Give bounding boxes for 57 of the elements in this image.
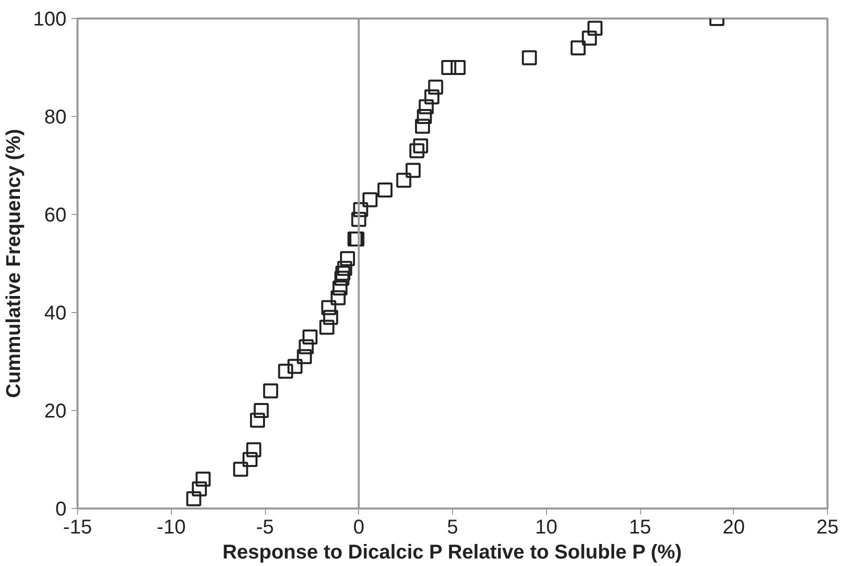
y-tick-label: 20 [44, 400, 67, 422]
point [413, 138, 428, 154]
point [302, 330, 318, 344]
point [186, 491, 202, 506]
x-axis-title: Response to Dicalcic P Relative to Soluble P (%) [222, 542, 682, 564]
y-tick-label: 40 [44, 302, 67, 324]
point [330, 290, 346, 306]
point [588, 20, 602, 36]
point [522, 50, 537, 66]
point [323, 310, 338, 325]
point [254, 403, 269, 418]
point [353, 202, 368, 218]
x-tick-label: 0 [353, 516, 364, 538]
point [424, 89, 440, 104]
point [441, 60, 456, 75]
y-tick-label: 100 [33, 8, 67, 30]
point [263, 383, 278, 398]
point [340, 251, 355, 266]
point [415, 118, 430, 134]
y-tick-label: 80 [44, 106, 67, 128]
point [418, 99, 434, 114]
x-tick-label: 5 [446, 516, 458, 538]
point [416, 109, 432, 124]
point [409, 143, 424, 158]
point [335, 266, 350, 281]
point [288, 358, 302, 374]
y-axis-title: Cummulative Frequency (%) [3, 129, 26, 398]
point [250, 412, 265, 428]
point [570, 40, 586, 56]
point [296, 349, 312, 364]
point [233, 462, 248, 477]
point [378, 182, 392, 198]
point [406, 162, 421, 178]
point [351, 212, 366, 227]
x-tick-label: -10 [156, 516, 186, 538]
y-tick-label: 60 [44, 204, 67, 226]
x-tick-label: -5 [256, 516, 274, 538]
point [582, 30, 597, 46]
x-tick-label: 10 [535, 516, 558, 538]
point [334, 270, 350, 286]
point [321, 300, 336, 316]
point [319, 320, 334, 335]
point [192, 481, 207, 496]
x-tick-label: 20 [722, 516, 745, 538]
point [246, 442, 262, 458]
point [396, 172, 412, 188]
point [278, 364, 294, 379]
point [428, 80, 444, 95]
point [450, 60, 466, 75]
point [298, 339, 314, 354]
point [242, 452, 258, 467]
point [332, 280, 348, 296]
x-tick-label: 25 [816, 516, 839, 538]
x-tick-label: 15 [628, 516, 652, 538]
point [337, 260, 352, 276]
point [196, 472, 211, 487]
point [362, 192, 378, 208]
